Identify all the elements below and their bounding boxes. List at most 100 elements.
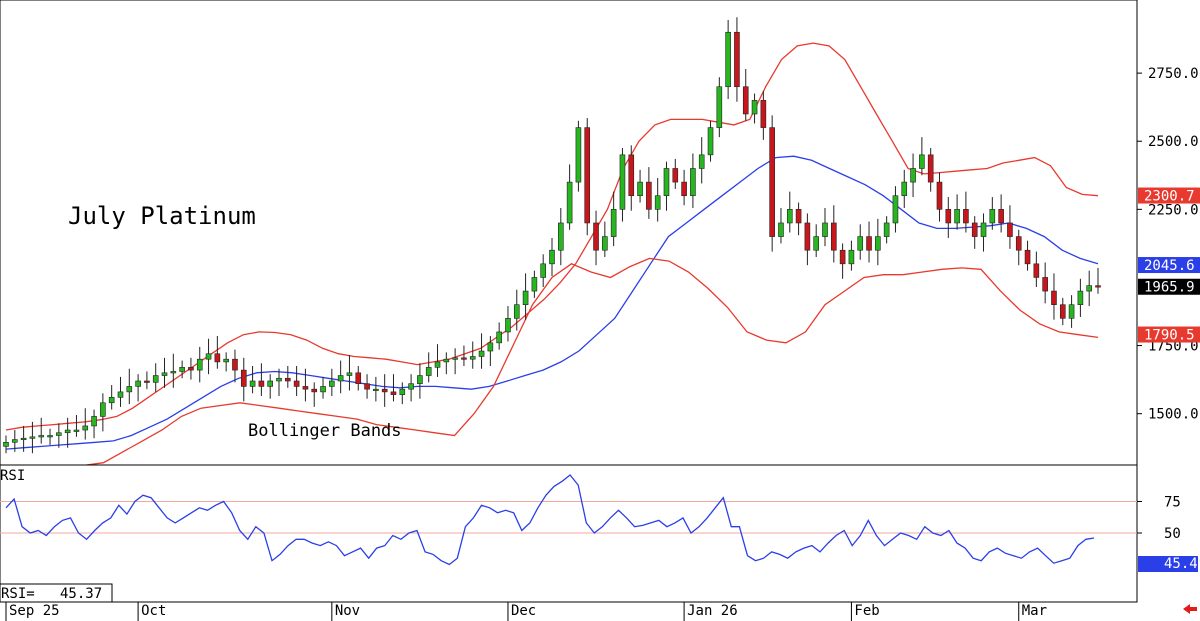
price-tick-label: 1750.0 <box>1148 339 1199 355</box>
candle <box>82 408 89 440</box>
candle <box>954 194 960 230</box>
candle <box>144 371 150 390</box>
candle <box>329 368 335 396</box>
price-tag: 2300.7 <box>1138 187 1200 205</box>
price-tick-label: 2750.0 <box>1148 66 1199 82</box>
candle <box>276 368 282 396</box>
rsi-last-tag: 45.4 <box>1164 556 1198 572</box>
candle <box>875 218 881 266</box>
candle <box>1095 267 1101 294</box>
upper-band-line <box>5 42 1099 431</box>
rsi-series-line <box>5 474 1095 566</box>
candle <box>293 366 300 396</box>
candle <box>232 349 238 383</box>
candle <box>637 169 643 203</box>
candle <box>795 202 802 236</box>
date-tick-label: Jan 26 <box>687 603 738 619</box>
candle <box>998 194 1004 233</box>
candle <box>566 164 573 230</box>
candle <box>1051 273 1057 320</box>
candle <box>73 415 80 437</box>
bollinger-bands <box>5 42 1099 471</box>
candle <box>205 338 212 375</box>
candle <box>3 435 9 454</box>
candle <box>1033 251 1040 287</box>
date-tick-label: Dec <box>511 603 536 619</box>
candle <box>936 172 943 222</box>
candle <box>831 205 837 263</box>
candle <box>593 210 599 266</box>
price-tag: 1965.9 <box>1138 278 1200 296</box>
candle <box>64 417 71 448</box>
candle <box>769 115 775 252</box>
candle <box>355 366 362 391</box>
candle <box>425 352 432 383</box>
price-tag-label: 1790.5 <box>1144 328 1195 344</box>
candle <box>513 289 520 331</box>
candle <box>399 382 406 405</box>
candle <box>901 169 908 208</box>
candle <box>619 148 626 222</box>
rsi-line <box>5 474 1095 566</box>
candle <box>56 423 62 448</box>
candle <box>654 178 661 222</box>
candle <box>469 341 476 369</box>
rsi-tick-label: 75 <box>1164 495 1181 511</box>
candle <box>29 421 36 454</box>
candle <box>223 352 229 372</box>
price-tick-label: 2500.0 <box>1148 134 1199 150</box>
candle <box>108 385 115 410</box>
candle <box>381 374 388 407</box>
candle <box>258 363 265 396</box>
candle <box>188 357 194 380</box>
candle <box>1077 278 1084 317</box>
candle <box>848 240 855 271</box>
candle <box>179 360 185 379</box>
candle <box>857 224 864 260</box>
candle <box>707 120 714 162</box>
candle <box>549 237 555 277</box>
candle <box>778 207 784 244</box>
candle <box>716 77 723 138</box>
price-tag-label: 2045.6 <box>1144 258 1195 274</box>
date-tick-label: Mar <box>1022 603 1047 619</box>
candle <box>1024 240 1031 271</box>
candle <box>866 221 872 263</box>
price-tag: 2045.6 <box>1138 257 1200 274</box>
candle <box>1007 205 1013 249</box>
candle <box>434 344 441 377</box>
candle <box>161 357 168 388</box>
price-panel: July Platinum Bollinger Bands <box>0 0 1138 471</box>
candle <box>126 368 133 405</box>
candle <box>540 254 546 287</box>
candle <box>487 336 494 367</box>
price-tick-labels: 1500.0 1750.0 2250.0 2500.0 2750.0 <box>1137 66 1199 423</box>
rsi-reference-lines <box>0 501 1137 534</box>
candle <box>152 363 159 392</box>
candle <box>751 93 758 124</box>
scroll-right-arrow-icon[interactable] <box>1183 604 1197 614</box>
candle <box>681 169 687 206</box>
candle <box>910 153 916 198</box>
candle <box>302 368 309 402</box>
chart-title: July Platinum <box>68 202 256 230</box>
candle <box>38 417 45 444</box>
rsi-label: RSI <box>0 468 25 484</box>
candle <box>240 357 247 402</box>
candle <box>1042 262 1048 304</box>
price-tag-label: 1965.9 <box>1144 280 1195 296</box>
candle <box>364 374 370 399</box>
candle <box>12 430 18 452</box>
candle <box>980 213 987 252</box>
candle <box>839 243 846 279</box>
candles <box>3 17 1101 454</box>
price-tick-label: 2250.0 <box>1148 202 1199 218</box>
candle <box>320 376 326 399</box>
candle <box>892 186 899 233</box>
candle <box>575 120 582 192</box>
candle <box>584 118 591 236</box>
candle <box>1086 270 1092 307</box>
candle <box>505 306 511 342</box>
